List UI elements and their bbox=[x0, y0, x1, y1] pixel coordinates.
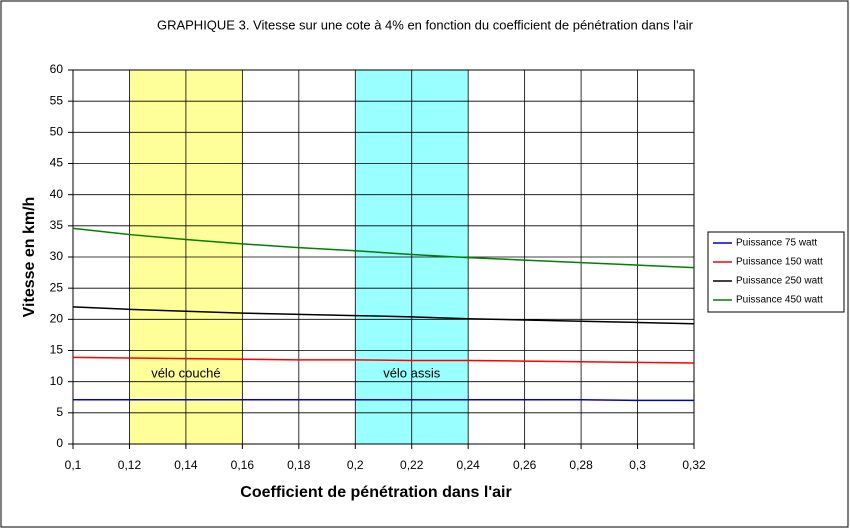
y-tick-label: 35 bbox=[50, 218, 64, 232]
x-axis-label: Coefficient de pénétration dans l'air bbox=[240, 484, 511, 501]
y-tick-label: 0 bbox=[56, 436, 63, 450]
x-tick-label: 0,12 bbox=[118, 458, 142, 472]
series-line bbox=[72, 306, 695, 325]
x-tick-label: 0,26 bbox=[513, 458, 537, 472]
legend-label: Puissance 250 watt bbox=[736, 276, 823, 287]
series-line bbox=[73, 398, 694, 402]
x-tick-label: 0,3 bbox=[629, 458, 646, 472]
y-tick-label: 40 bbox=[50, 187, 64, 201]
y-tick-label: 25 bbox=[50, 280, 64, 294]
legend-label: Puissance 150 watt bbox=[736, 257, 823, 268]
y-tick-label: 20 bbox=[50, 312, 64, 326]
x-tick-label: 0,18 bbox=[287, 458, 311, 472]
legend-label: Puissance 450 watt bbox=[736, 295, 823, 306]
plot-border bbox=[72, 69, 695, 445]
x-tick-label: 0,22 bbox=[400, 458, 424, 472]
y-tick-label: 60 bbox=[50, 62, 64, 76]
y-tick-label: 45 bbox=[50, 156, 64, 170]
series-line bbox=[72, 227, 695, 269]
x-tick-label: 0,28 bbox=[569, 458, 593, 472]
y-tick-label: 50 bbox=[50, 125, 64, 139]
x-tick-label: 0,14 bbox=[174, 458, 198, 472]
x-tick-label: 0,24 bbox=[457, 458, 481, 472]
legend-label: Puissance 75 watt bbox=[736, 238, 817, 249]
x-tick-label: 0,16 bbox=[231, 458, 255, 472]
y-tick-label: 15 bbox=[50, 343, 64, 357]
x-tick-label: 0,2 bbox=[347, 458, 364, 472]
y-tick-label: 5 bbox=[56, 405, 63, 419]
chart-title: GRAPHIQUE 3. Vitesse sur une cote à 4% e… bbox=[157, 17, 694, 32]
y-axis-label: Vitesse en km/h bbox=[21, 197, 38, 318]
x-tick-label: 0,32 bbox=[682, 458, 706, 472]
x-tick-label: 0,1 bbox=[65, 458, 82, 472]
series-line bbox=[72, 356, 695, 364]
y-tick-label: 55 bbox=[50, 93, 64, 107]
legend-box bbox=[707, 231, 845, 313]
y-tick-label: 10 bbox=[50, 374, 64, 388]
y-tick-label: 30 bbox=[50, 249, 64, 263]
